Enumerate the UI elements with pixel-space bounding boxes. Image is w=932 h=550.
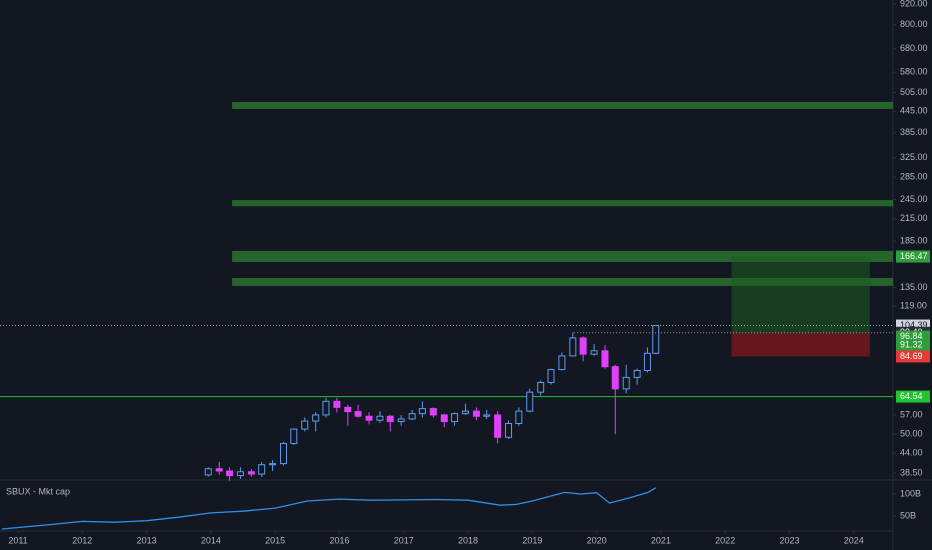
candle-body <box>526 391 534 412</box>
price-label: 91.32 <box>900 340 923 350</box>
zone <box>232 101 894 109</box>
y-tick-label: 505.00 <box>900 87 928 97</box>
y-tick-label: 100B <box>900 488 921 498</box>
candle-body <box>408 413 416 420</box>
x-tick-label: 2017 <box>394 535 414 545</box>
candle-body <box>258 464 266 475</box>
price-label: 64.54 <box>900 391 923 401</box>
candle-body <box>601 350 609 368</box>
candle-body <box>643 352 651 372</box>
y-tick-label: 445.00 <box>900 106 928 116</box>
candle-body <box>354 411 362 417</box>
y-tick-label: 800.00 <box>900 19 928 29</box>
y-tick-label: 135.00 <box>900 282 928 292</box>
x-tick-label: 2023 <box>779 535 799 545</box>
candle-body <box>226 470 234 477</box>
x-tick-label: 2012 <box>72 535 92 545</box>
y-tick-label: 920.00 <box>900 0 928 8</box>
position-stop <box>731 332 870 357</box>
pane-title: SBUX - Mkt cap <box>6 486 70 496</box>
candle-body <box>215 468 223 472</box>
price-label-bg <box>896 350 930 363</box>
price-label: 104.39 <box>900 320 928 330</box>
zone <box>232 278 894 286</box>
candle-body <box>397 418 405 423</box>
candle-body <box>569 337 577 357</box>
candle-body <box>472 410 480 417</box>
candle-body <box>312 414 320 422</box>
candle-body <box>483 414 491 417</box>
y-tick-label: 215.00 <box>900 213 928 223</box>
price-label: 166.47 <box>900 251 928 261</box>
y-tick-label: 285.00 <box>900 171 928 181</box>
x-tick-label: 2013 <box>137 535 157 545</box>
candle-body <box>515 410 523 424</box>
y-tick-label: 245.00 <box>900 194 928 204</box>
candle-body <box>269 463 277 466</box>
x-tick-label: 2015 <box>265 535 285 545</box>
price-label-bg <box>896 250 930 263</box>
y-tick-label: 44.00 <box>900 448 923 458</box>
price-label: 84.69 <box>900 351 923 361</box>
y-tick-label: 580.00 <box>900 67 928 77</box>
candle-body <box>280 442 288 465</box>
candle-body <box>611 366 619 390</box>
candle-body <box>204 468 212 476</box>
y-tick-label: 325.00 <box>900 152 928 162</box>
y-tick-label: 50B <box>900 510 916 520</box>
zone <box>232 200 894 207</box>
mkt-cap-line <box>1 487 657 530</box>
candle-body <box>451 413 459 423</box>
y-tick-label: 185.00 <box>900 235 928 245</box>
price-label: 96.84 <box>900 331 923 341</box>
y-tick-label: 119.00 <box>900 301 927 311</box>
candle-body <box>236 471 244 477</box>
candle-body <box>344 406 352 413</box>
price-label-bg <box>896 339 930 352</box>
candle-body <box>386 415 394 423</box>
x-tick-label: 2020 <box>587 535 607 545</box>
candle-body <box>461 410 469 415</box>
x-tick-label: 2018 <box>458 535 478 545</box>
y-tick-label: 680.00 <box>900 43 928 53</box>
candle-body <box>622 376 630 390</box>
candle-body <box>537 381 545 393</box>
candle-body <box>590 350 598 355</box>
x-tick-label: 2011 <box>8 535 27 545</box>
position-target <box>731 256 870 333</box>
candle-body <box>494 414 502 438</box>
price-label-bg <box>896 390 930 403</box>
candle-body <box>429 408 437 416</box>
candle-body <box>440 414 448 423</box>
candle-body <box>247 471 255 475</box>
x-tick-label: 2022 <box>715 535 735 545</box>
zone <box>232 250 894 262</box>
x-tick-label: 2019 <box>522 535 542 545</box>
y-tick-label: 57.00 <box>900 409 923 419</box>
x-tick-label: 2021 <box>651 535 671 545</box>
candle-body <box>652 325 660 354</box>
candle-body <box>547 369 555 383</box>
x-tick-label: 2016 <box>329 535 349 545</box>
candle-body <box>322 400 330 416</box>
candle-body <box>290 428 298 444</box>
x-tick-label: 2024 <box>844 535 864 545</box>
y-tick-label: 385.00 <box>900 127 928 137</box>
candle-body <box>333 400 341 408</box>
candle-body <box>376 415 384 421</box>
y-tick-label: 38.50 <box>900 467 923 477</box>
candle-body <box>365 415 373 421</box>
candle-body <box>301 420 309 430</box>
y-tick-label: 50.00 <box>900 429 923 439</box>
candle-body <box>558 355 566 371</box>
candle-body <box>633 370 641 378</box>
candle-body <box>579 337 587 355</box>
x-tick-label: 2014 <box>201 535 221 545</box>
candle-body <box>418 408 426 415</box>
candle-body <box>505 422 513 438</box>
